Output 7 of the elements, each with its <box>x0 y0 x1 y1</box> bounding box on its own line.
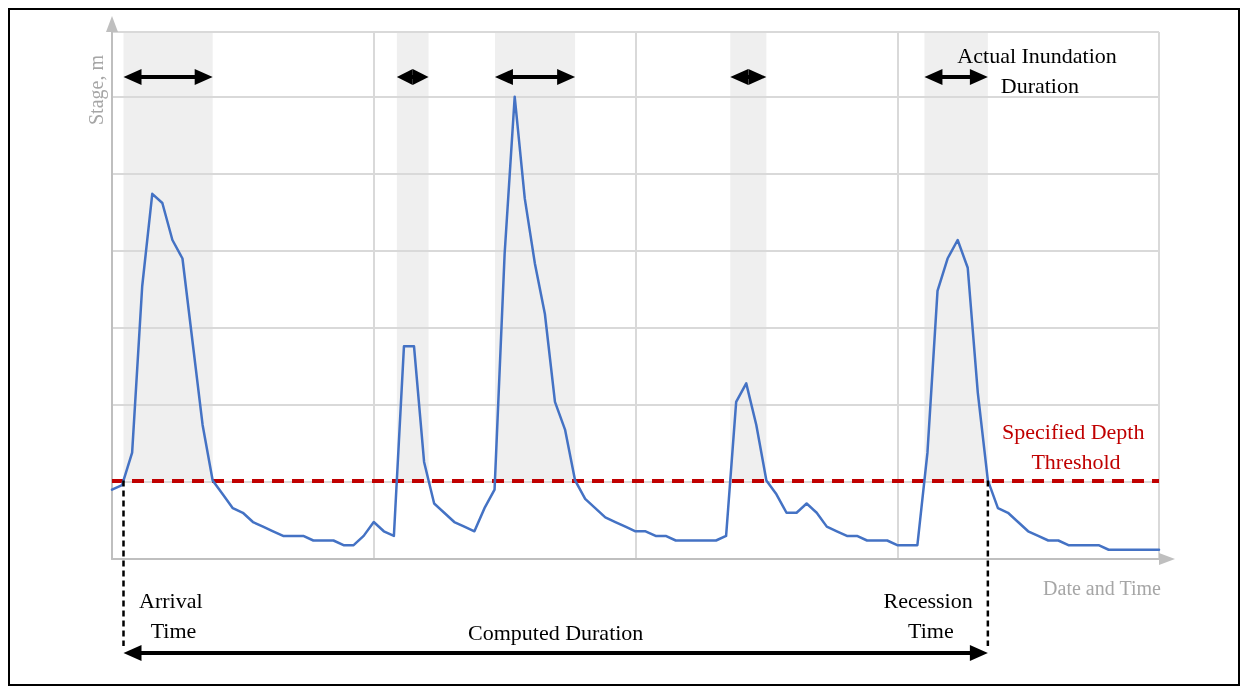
x-axis-title: Date and Time <box>1043 577 1162 599</box>
text: Arrival Time <box>138 587 209 643</box>
text: Recession Time <box>883 587 979 643</box>
y-axis-title: Stage, m <box>85 54 108 125</box>
text: Computed Duration <box>467 619 644 645</box>
ref-line-label: Specified Depth Threshold <box>1002 418 1150 474</box>
annotation: Actual Inundation Duration <box>957 42 1123 98</box>
